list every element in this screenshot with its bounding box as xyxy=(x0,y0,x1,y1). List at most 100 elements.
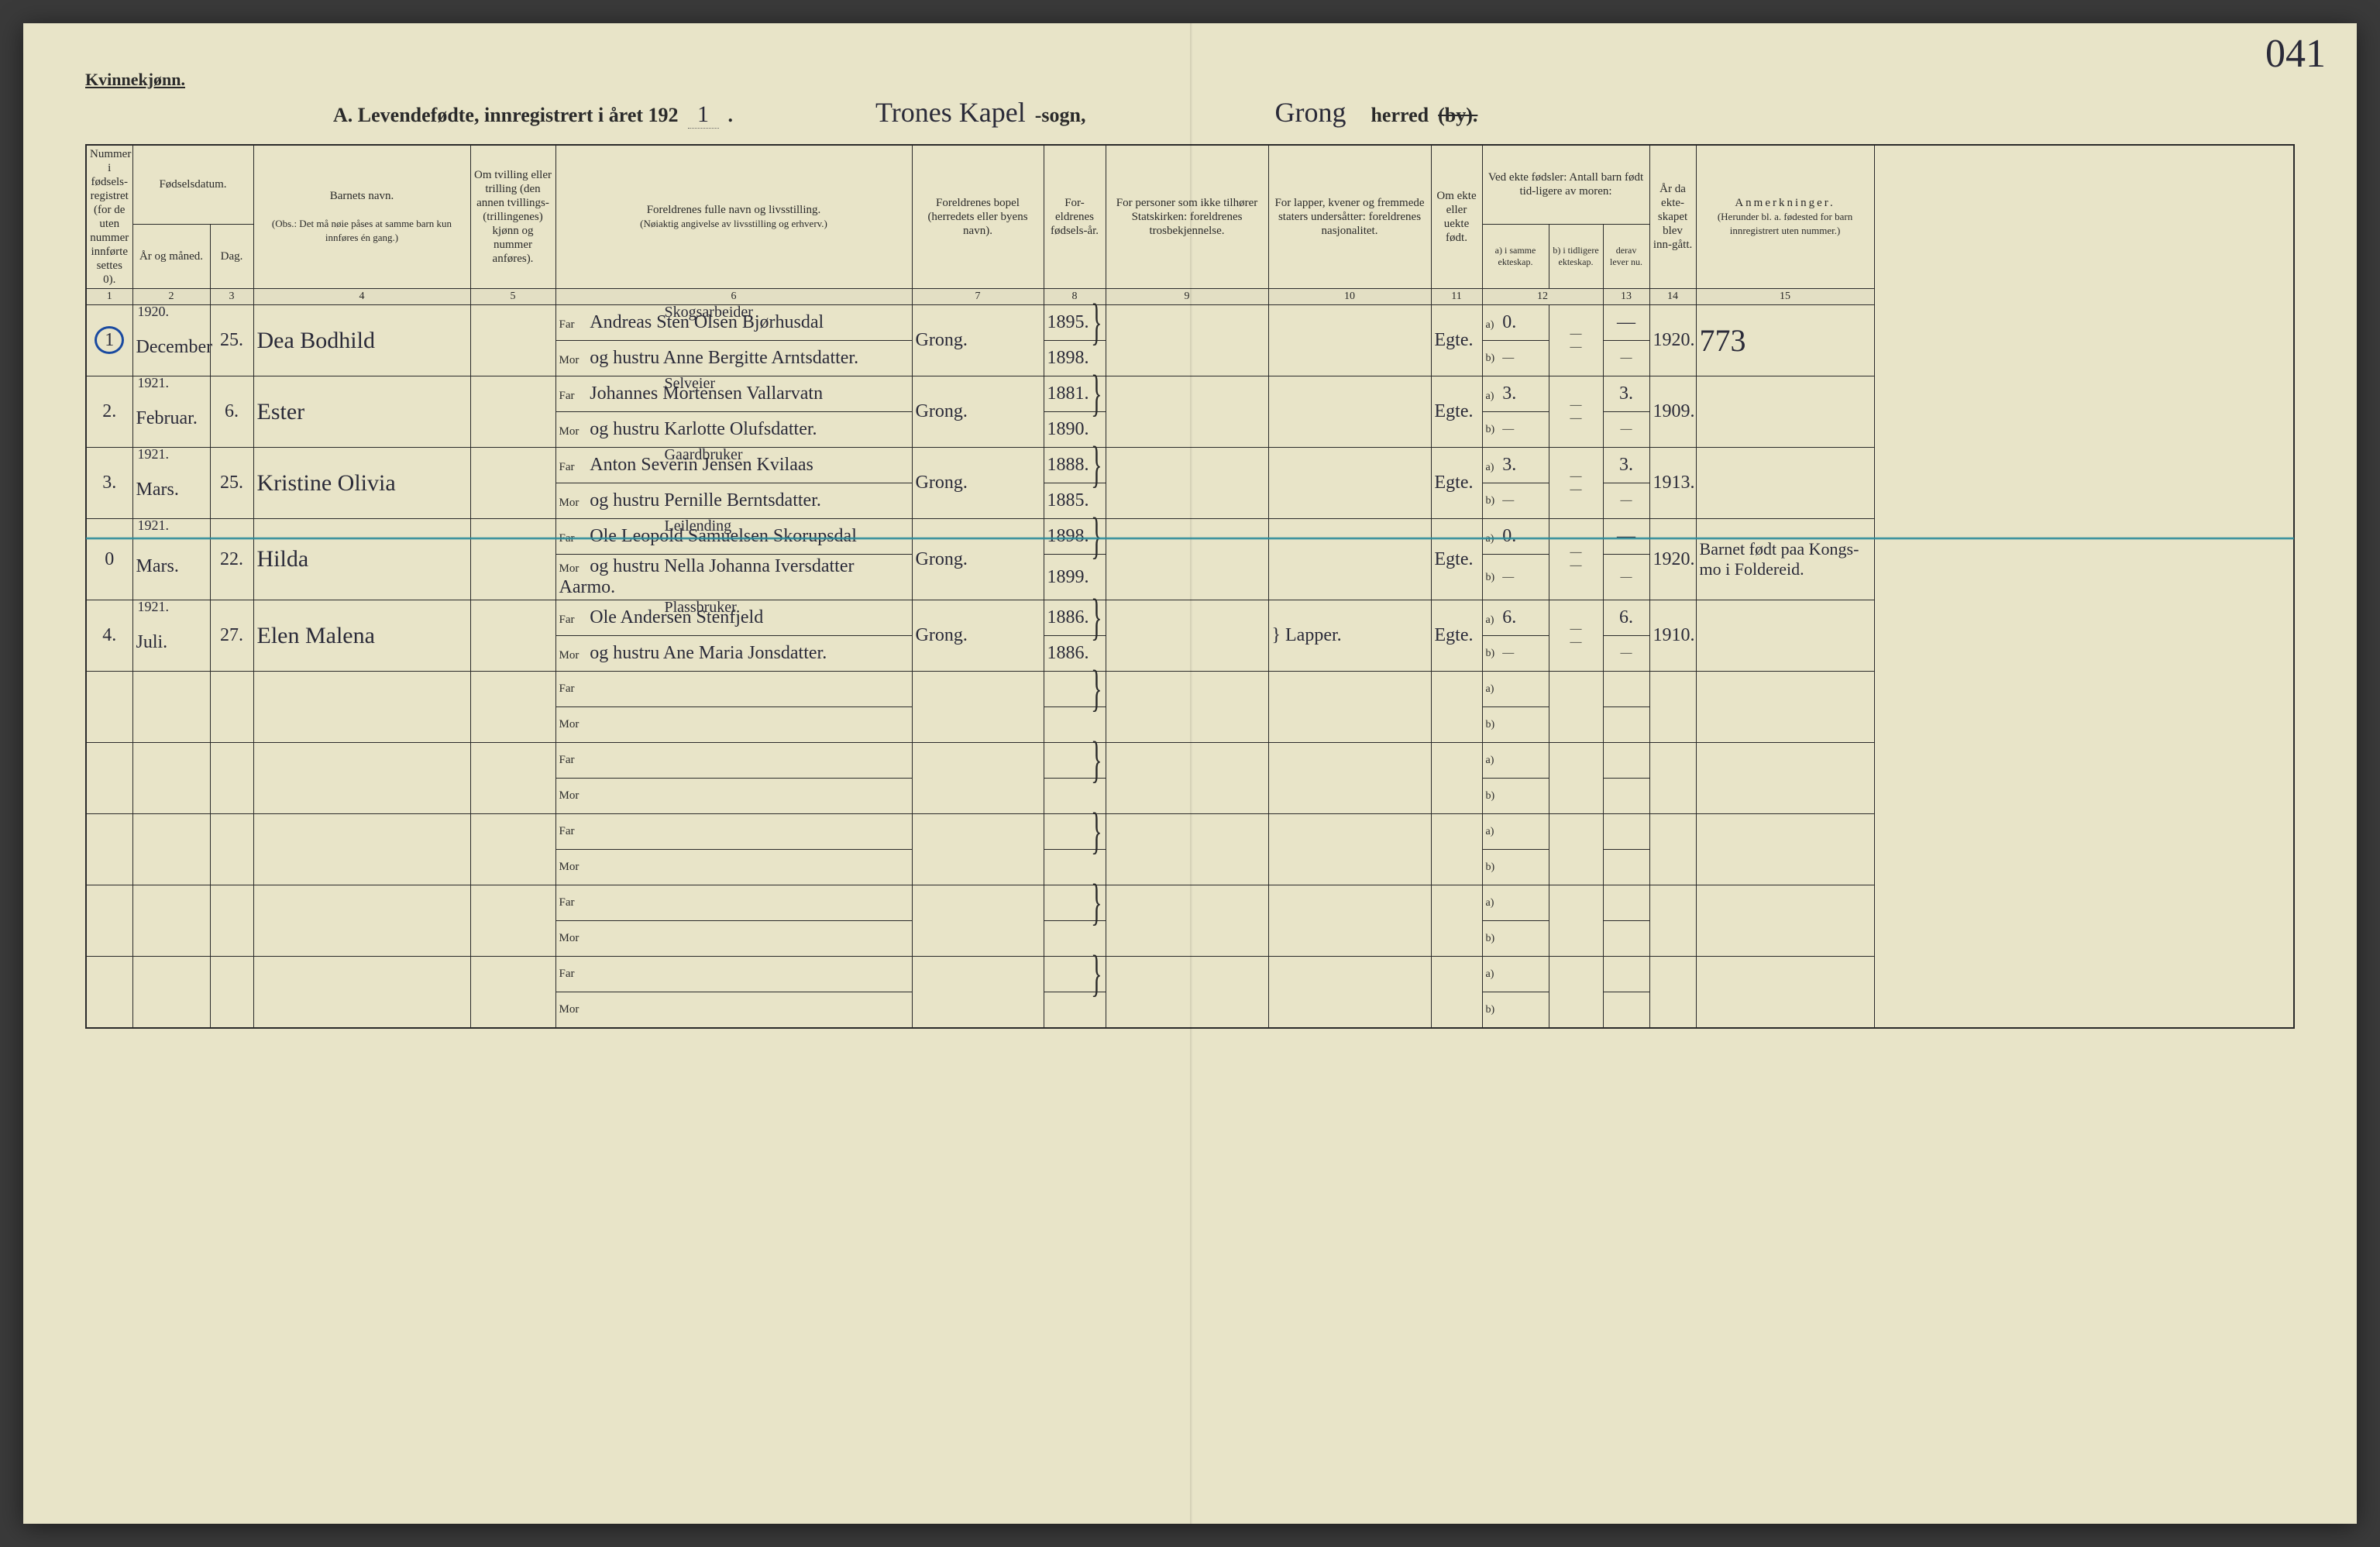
month-cell: 1921. Mars. xyxy=(132,519,210,600)
b-cell: b) — xyxy=(1482,483,1549,519)
page-number: 041 xyxy=(2265,31,2326,77)
father-birth-year: 1895. xyxy=(1044,305,1106,341)
table-row: Far a) xyxy=(86,885,2294,921)
ekte-cell: Egte. xyxy=(1431,305,1482,376)
gender-label: Kvinnekjønn. xyxy=(85,70,185,90)
title-prefix: A. Levendefødte, innregistrert i året 19… xyxy=(333,104,679,127)
herred-handwritten: Grong xyxy=(1274,96,1346,129)
lever-cell: 3. xyxy=(1603,448,1649,483)
religion-cell xyxy=(1106,305,1268,376)
mor-label: Mor xyxy=(559,1003,587,1016)
table-row: 1 1920. December 25. Dea Bodhild Far Sko… xyxy=(86,305,2294,341)
mor-label: Mor xyxy=(559,562,587,576)
far-label: Far xyxy=(559,390,587,403)
row-number: 0 xyxy=(86,519,132,600)
twin-cell xyxy=(470,519,555,600)
table-row: Far a) xyxy=(86,957,2294,992)
day-cell: 6. xyxy=(210,376,253,448)
far-label: Far xyxy=(559,318,587,332)
remarks-cell: 773 xyxy=(1696,305,1874,376)
residence: Grong. xyxy=(912,448,1044,519)
father-cell: Far Skogsarbeider Andreas Sten Olsen Bjø… xyxy=(555,305,912,341)
sogn-print: -sogn, xyxy=(1035,104,1086,127)
marriage-year: 1920. xyxy=(1649,305,1696,376)
residence: Grong. xyxy=(912,305,1044,376)
month-cell: 1920. December xyxy=(132,305,210,376)
marriage-year: 1920. xyxy=(1649,519,1696,600)
ledger-table: Nummer i fødsels-registret (for de uten … xyxy=(85,144,2295,1029)
a-same-cell: a) 0. xyxy=(1482,519,1549,555)
table-header: Nummer i fødsels-registret (for de uten … xyxy=(86,145,2294,305)
birth-year: 1921. xyxy=(138,446,170,462)
remarks-cell: Barnet født paa Kongs-mo i Foldereid. xyxy=(1696,519,1874,600)
religion-cell xyxy=(1106,376,1268,448)
far-label: Far xyxy=(559,461,587,474)
residence: Grong. xyxy=(912,376,1044,448)
father-title: Skogsarbeider xyxy=(665,304,753,321)
ekte-cell: Egte. xyxy=(1431,448,1482,519)
b-prev-cell: —— xyxy=(1549,600,1603,672)
mother-cell: Mor og hustru Ane Maria Jonsdatter. xyxy=(555,636,912,672)
birth-month: December xyxy=(136,337,207,358)
row-number: 3. xyxy=(86,448,132,519)
row-number: 2. xyxy=(86,376,132,448)
far-label: Far xyxy=(559,754,587,767)
remarks-cell xyxy=(1696,376,1874,448)
lever-b-cell: — xyxy=(1603,636,1649,672)
far-label: Far xyxy=(559,825,587,838)
child-name: Dea Bodhild xyxy=(253,305,470,376)
by-struck: (by). xyxy=(1438,104,1477,127)
birth-month: Mars. xyxy=(136,556,207,577)
table-row: 2. 1921. Februar. 6. Ester Far Selveier … xyxy=(86,376,2294,412)
a-same-cell: a) 3. xyxy=(1482,376,1549,412)
month-cell: 1921. Februar. xyxy=(132,376,210,448)
col-2a-header: År og måned. xyxy=(132,224,210,288)
mor-label: Mor xyxy=(559,789,587,803)
table-row: Far a) xyxy=(86,743,2294,779)
table-row: 0 1921. Mars. 22. Hilda Far Leilending O… xyxy=(86,519,2294,555)
mor-label: Mor xyxy=(559,861,587,874)
col-13-header: derav lever nu. xyxy=(1603,224,1649,288)
col-12-header: Ved ekte fødsler: Antall barn født tid-l… xyxy=(1482,145,1649,224)
father-birth-year: 1888. xyxy=(1044,448,1106,483)
ledger-page: Kvinnekjønn. A. Levendefødte, innregistr… xyxy=(23,23,2357,1524)
b-cell: b) — xyxy=(1482,636,1549,672)
lever-b-cell: — xyxy=(1603,483,1649,519)
mother-name: og hustru Karlotte Olufsdatter. xyxy=(590,419,817,439)
table-row: Far a) xyxy=(86,672,2294,707)
marriage-year: 1913. xyxy=(1649,448,1696,519)
ekte-cell: Egte. xyxy=(1431,376,1482,448)
sogn-handwritten: Trones Kapel xyxy=(875,96,1026,129)
table-body: 1 1920. December 25. Dea Bodhild Far Sko… xyxy=(86,305,2294,1028)
col-2-header: Fødselsdatum. xyxy=(132,145,253,224)
far-label: Far xyxy=(559,968,587,981)
lever-cell: — xyxy=(1603,519,1649,555)
b-cell: b) — xyxy=(1482,341,1549,376)
ekte-cell: Egte. xyxy=(1431,600,1482,672)
day-cell: 25. xyxy=(210,448,253,519)
mother-name: og hustru Anne Bergitte Arntsdatter. xyxy=(590,348,858,368)
mother-cell: Mor og hustru Pernille Berntsdatter. xyxy=(555,483,912,519)
b-prev-cell: —— xyxy=(1549,519,1603,600)
day-cell: 22. xyxy=(210,519,253,600)
col-8-header: For-eldrenes fødsels-år. xyxy=(1044,145,1106,289)
birth-month: Juli. xyxy=(136,632,207,653)
nationality-cell xyxy=(1268,448,1431,519)
col-10-header: For lapper, kvener og fremmede staters u… xyxy=(1268,145,1431,289)
mother-cell: Mor og hustru Karlotte Olufsdatter. xyxy=(555,412,912,448)
lever-cell: — xyxy=(1603,305,1649,341)
remarks-cell xyxy=(1696,600,1874,672)
title-row: A. Levendefødte, innregistrert i året 19… xyxy=(333,96,2380,129)
mor-label: Mor xyxy=(559,354,587,367)
father-title: Plassbruker xyxy=(665,599,737,617)
far-label: Far xyxy=(559,682,587,696)
day-cell: 27. xyxy=(210,600,253,672)
nationality-cell xyxy=(1268,376,1431,448)
father-title: Selveier xyxy=(665,375,716,393)
lever-cell: 6. xyxy=(1603,600,1649,636)
birth-month: Februar. xyxy=(136,408,207,429)
col-7-header: Foreldrenes bopel (herredets eller byens… xyxy=(912,145,1044,289)
b-cell: b) — xyxy=(1482,412,1549,448)
column-numbers-row: 1 2 3 4 5 6 7 8 9 10 11 12 13 14 15 xyxy=(86,289,2294,305)
mor-label: Mor xyxy=(559,718,587,731)
